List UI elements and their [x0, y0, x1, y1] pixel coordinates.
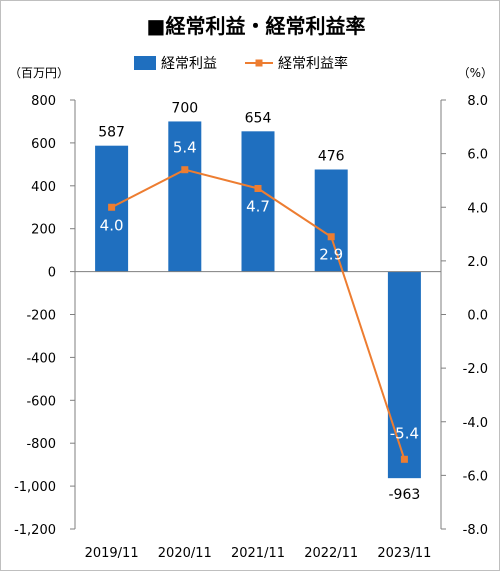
right-tick-label: -6.0 [463, 469, 488, 484]
legend-swatch-marker [255, 59, 263, 67]
line-marker [181, 166, 189, 174]
line-value-label: 4.0 [100, 216, 124, 234]
line-value-label: 4.7 [246, 197, 270, 215]
line-marker [108, 203, 116, 211]
left-tick-label: 800 [31, 94, 56, 109]
left-tick-label: -800 [26, 437, 56, 452]
x-tick-label: 2019/11 [85, 546, 139, 561]
x-tick-label: 2020/11 [158, 546, 212, 561]
x-tick-label: 2021/11 [231, 546, 285, 561]
bar [314, 169, 348, 272]
line-marker [400, 455, 408, 463]
line-marker [327, 233, 335, 241]
right-tick-label: -4.0 [463, 416, 488, 431]
bar-value-labels: 587 700 654 476 -963 [98, 100, 420, 503]
right-tick-label: -8.0 [463, 523, 488, 538]
x-tick-label: 2022/11 [304, 546, 358, 561]
line-value-label: -5.4 [390, 424, 419, 442]
left-tick-label: -600 [26, 394, 56, 409]
left-tick-label: 400 [31, 180, 56, 195]
left-axis-ticks: 800 600 400 200 0 -200 -400 -600 -800 -1,000 -1,20… [14, 94, 75, 538]
left-tick-label: -1,200 [14, 523, 56, 538]
legend-label-line: 経常利益率 [278, 55, 348, 72]
right-tick-label: 4.0 [467, 201, 488, 216]
right-axis-unit: （%） [458, 66, 493, 80]
bar [241, 131, 275, 272]
bar-value-label: 476 [318, 148, 345, 164]
left-tick-label: 600 [31, 137, 56, 152]
bar-value-label: 587 [98, 125, 125, 141]
left-tick-label: -400 [26, 351, 56, 366]
legend-label-bar: 経常利益 [161, 56, 217, 72]
legend-swatch-bar [134, 56, 156, 70]
line-value-label: 5.4 [173, 139, 197, 157]
left-tick-label: 0 [48, 266, 56, 281]
bar [168, 121, 202, 272]
left-axis-unit: （百万円） [9, 66, 69, 80]
left-tick-label: 200 [31, 223, 56, 238]
right-tick-label: 2.0 [467, 255, 488, 270]
legend: 経常利益 経常利益率 [134, 55, 348, 72]
bar [387, 271, 421, 479]
left-tick-label: -200 [26, 309, 56, 324]
chart-title: ■経常利益・経常利益率 [147, 14, 366, 38]
right-axis-ticks: 8.0 6.0 4.0 2.0 0.0 -2.0 -4.0 -6.0 -8.0 [441, 94, 488, 538]
line-value-label: 2.9 [319, 246, 343, 264]
left-tick-label: -1,000 [14, 480, 56, 495]
line-value-labels: 4.0 5.4 4.7 2.9 -5.4 [100, 139, 419, 443]
right-tick-label: 8.0 [467, 94, 488, 109]
right-tick-label: -2.0 [463, 362, 488, 377]
x-axis-tick-labels: 2019/11 2020/11 2021/11 2022/11 2023/11 [85, 546, 432, 561]
line-marker [254, 184, 262, 192]
line-series [108, 166, 408, 463]
bar-value-label: -963 [389, 487, 421, 503]
bar-value-label: 654 [245, 110, 272, 126]
bar-series [95, 121, 421, 479]
bar-value-label: 700 [171, 100, 198, 116]
right-tick-label: 6.0 [467, 148, 488, 163]
x-tick-label: 2023/11 [377, 546, 431, 561]
right-tick-label: 0.0 [467, 309, 488, 324]
